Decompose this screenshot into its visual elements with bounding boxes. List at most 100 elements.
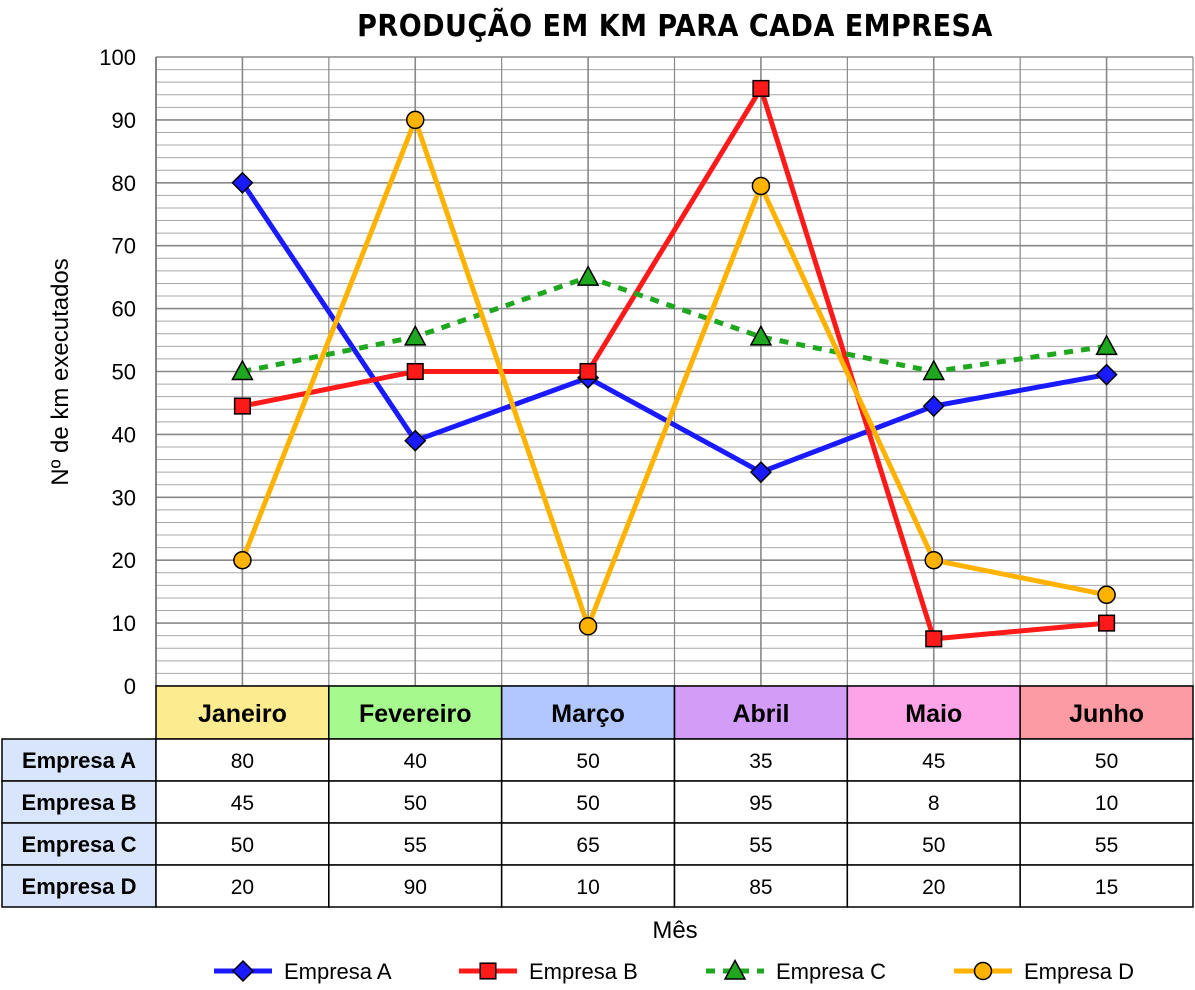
data-point-square [479, 962, 497, 980]
data-point-circle [578, 616, 598, 636]
series-line [241, 274, 1107, 374]
data-point-circle [233, 550, 252, 570]
x-axis-title: Mês [652, 917, 697, 944]
data-point-triangle [576, 265, 600, 286]
chart-title: PRODUÇÃO EM KM PARA CADA EMPRESA [357, 7, 993, 44]
data-point-square [406, 362, 424, 381]
data-point-diamond [231, 171, 254, 194]
y-tick-label: 100 [99, 45, 136, 70]
data-point-triangle [723, 958, 747, 980]
table-cell [500, 822, 676, 866]
table-cell [328, 780, 503, 824]
series-line [239, 85, 1110, 642]
y-tick-label: 60 [112, 297, 136, 322]
data-point-circle [751, 176, 771, 196]
legend-item: Empresa B [459, 959, 638, 984]
row-label: Empresa D [22, 874, 137, 899]
table-cell [673, 864, 849, 908]
y-tick-label: 30 [112, 485, 136, 510]
y-tick-label: 0 [124, 674, 136, 699]
legend-label: Empresa D [1024, 959, 1134, 984]
legend-item: Empresa C [706, 958, 886, 984]
legend-label: Empresa C [776, 959, 886, 984]
table-cell [1019, 822, 1194, 866]
table-cell [846, 864, 1021, 908]
category-label: Março [551, 700, 625, 728]
category-label: Junho [1069, 700, 1144, 728]
table-value: 8 [928, 792, 940, 815]
table-cell [155, 864, 330, 908]
category-label: Abril [732, 700, 789, 728]
category-label: Maio [905, 700, 962, 728]
series-line [239, 180, 1110, 475]
category-header-cell [846, 685, 1021, 740]
y-tick-label: 90 [112, 108, 136, 133]
data-table: Janeiro Fevereiro Março Abril Maio Junho Empre… [1, 685, 1194, 908]
data-point-triangle [231, 359, 254, 381]
data-point-square [752, 79, 770, 98]
table-value: 95 [749, 792, 772, 815]
table-cell [328, 864, 503, 908]
data-point-circle [1097, 585, 1116, 605]
table-value: 15 [1095, 876, 1118, 899]
y-tick-label: 20 [112, 548, 136, 573]
data-point-triangle [1095, 334, 1118, 356]
legend-item: Empresa A [214, 959, 392, 984]
series-layer [231, 79, 1118, 648]
table-cell [1019, 738, 1194, 782]
row-header-cell [1, 822, 157, 866]
table-cell [155, 738, 330, 782]
data-point-diamond [922, 395, 945, 418]
series-empresa-b [233, 79, 1116, 648]
data-point-diamond [404, 429, 427, 452]
table-value: 45 [922, 750, 945, 773]
table-cell [1019, 864, 1194, 908]
category-label: Janeiro [198, 700, 287, 728]
grid [155, 56, 1194, 687]
data-point-triangle [922, 359, 946, 381]
table-value: 50 [922, 834, 945, 857]
table-cell [673, 822, 849, 866]
legend-item: Empresa D [954, 959, 1134, 984]
row-header-cell [1, 738, 157, 782]
series-empresa-a [231, 171, 1118, 484]
row-label: Empresa B [22, 790, 137, 815]
table-cell [846, 822, 1021, 866]
table-cell [846, 780, 1021, 824]
y-tick-label: 50 [112, 360, 136, 385]
series-empresa-c [231, 265, 1118, 381]
data-point-circle [924, 550, 943, 570]
category-label: Fevereiro [359, 700, 472, 728]
table-cell [1019, 780, 1194, 824]
table-value: 55 [749, 834, 772, 857]
legend-label: Empresa A [284, 959, 392, 984]
table-value: 50 [231, 834, 254, 857]
legend-label: Empresa B [529, 959, 638, 984]
data-point-diamond [231, 959, 255, 983]
legend: Empresa A Empresa B Empresa C Empresa D [214, 958, 1134, 984]
data-point-circle [973, 961, 993, 981]
table-cell [673, 738, 849, 782]
table-value: 65 [576, 834, 599, 857]
row-header-cell [1, 864, 157, 908]
data-point-square [233, 397, 251, 415]
data-point-triangle [749, 324, 773, 346]
y-tick-label: 40 [112, 422, 136, 447]
series-line [239, 117, 1110, 629]
data-point-square [579, 362, 597, 381]
row-label: Empresa C [22, 832, 137, 857]
category-header-cell [155, 685, 330, 740]
y-axis-title: Nº de km executados [47, 258, 74, 486]
table-cell [328, 822, 503, 866]
table-value: 50 [1095, 750, 1118, 773]
table-value: 10 [576, 876, 599, 899]
table-value: 20 [231, 876, 254, 899]
data-point-circle [406, 110, 425, 130]
data-point-triangle [403, 324, 427, 346]
table-value: 55 [404, 834, 427, 857]
table-value: 20 [922, 876, 945, 899]
table-value: 45 [231, 792, 254, 815]
table-cell [328, 738, 503, 782]
data-point-diamond [1095, 363, 1118, 386]
